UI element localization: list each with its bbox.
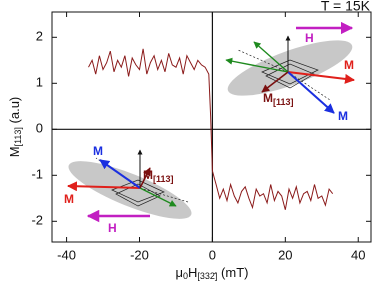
- y-tick-label: -1: [31, 167, 43, 182]
- annotation: H: [305, 31, 314, 45]
- annotation: M: [344, 58, 354, 72]
- chart-title: T = 15K: [321, 0, 371, 14]
- y-tick-label: -2: [31, 213, 43, 228]
- y-tick-label: 1: [36, 75, 43, 90]
- annotation: M: [143, 168, 153, 182]
- x-axis-label: [332̄]: [197, 271, 217, 281]
- x-tick-label: 20: [278, 247, 292, 262]
- data-line: [88, 48, 334, 210]
- annotation: M: [93, 144, 103, 158]
- annotation: [113]: [153, 174, 174, 184]
- annotation: H: [108, 221, 117, 235]
- x-tick-label: -20: [130, 247, 149, 262]
- y-tick-label: 0: [36, 121, 43, 136]
- y-axis-label: M[113] (a.u): [7, 97, 23, 158]
- inset-upper: H M M[113] M: [225, 21, 355, 123]
- annotation: M[113]: [263, 91, 294, 107]
- inset-lower: M M[113] M H: [64, 144, 192, 235]
- y-axis-label: [113]: [13, 127, 23, 146]
- x-axis-label: 0: [183, 271, 188, 281]
- annotation: M: [338, 109, 348, 123]
- plot-frame: [51, 11, 372, 243]
- x-axis-label: (mT): [217, 265, 248, 280]
- y-axis-label: M: [7, 146, 22, 157]
- x-axis-label: H: [188, 265, 197, 280]
- annotation: M: [64, 192, 74, 206]
- y-axis-label: (a.u): [7, 97, 22, 127]
- x-tick-label: 40: [351, 247, 365, 262]
- x-axis-label: μ: [176, 265, 184, 280]
- x-tick-label: 0: [209, 247, 216, 262]
- annotation: [113]: [273, 97, 294, 107]
- y-tick-label: 2: [36, 29, 43, 44]
- x-tick-label: -40: [57, 247, 76, 262]
- x-axis-label: μ0H[332̄] (mT): [176, 265, 249, 281]
- annotation: M: [263, 91, 273, 105]
- annotation: M[113]: [143, 168, 174, 184]
